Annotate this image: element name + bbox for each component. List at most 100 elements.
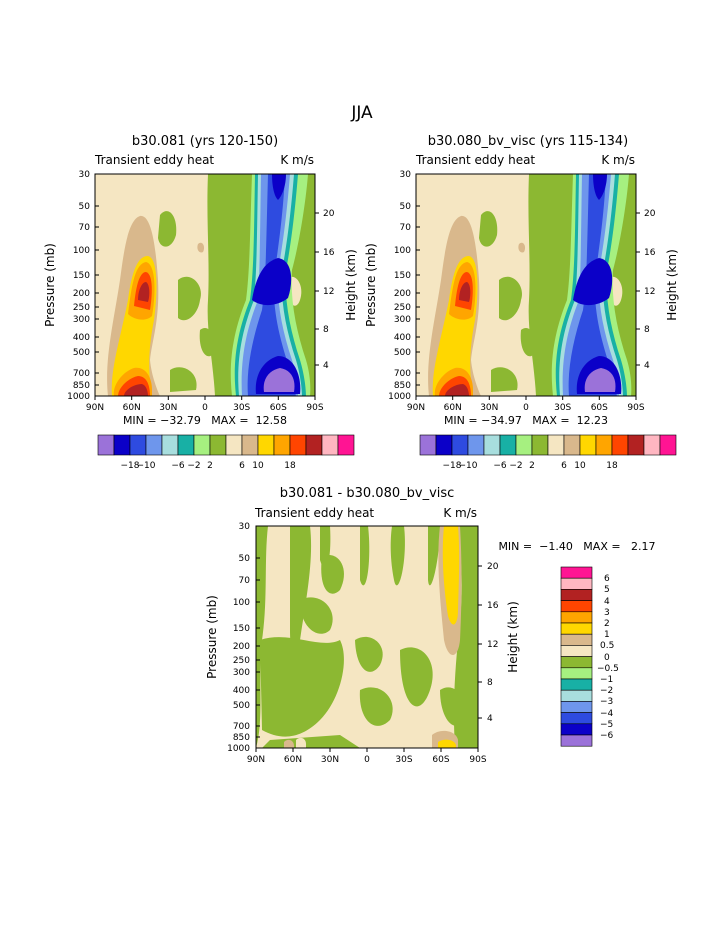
x-tick-label: 60S (270, 403, 287, 413)
colorbar-tick-label: 6 (239, 461, 245, 471)
colorbar-tick-label: 4 (604, 597, 610, 607)
colorbar-swatch (435, 434, 453, 456)
y-tick-label: 500 (394, 348, 411, 358)
colorbar-tick-label: −2 (187, 461, 200, 471)
y-tick-label: 250 (233, 656, 250, 666)
y-tick-label: 200 (73, 289, 90, 299)
y-tick-label: 250 (73, 303, 90, 313)
y-axis-label: Pressure (mb) (205, 595, 219, 679)
y2-tick-label: 4 (644, 361, 650, 371)
y-tick-label: 700 (73, 369, 90, 379)
x-tick-label: 0 (523, 403, 529, 413)
y2-tick-label: 16 (487, 601, 499, 611)
colorbar-tick-label: 3 (604, 608, 610, 618)
y2-tick-label: 20 (487, 562, 499, 572)
panel-1-sh-cold (230, 174, 311, 396)
colorbar-swatch (547, 434, 565, 456)
colorbar-swatch (560, 577, 593, 590)
y2-tick-label: 8 (644, 325, 650, 335)
colorbar-tick-label: −4 (600, 709, 614, 719)
panel-2: b30.080_bv_visc (yrs 115-134) Transient … (364, 134, 679, 471)
colorbar-tick-label: 10 (252, 461, 264, 471)
colorbar-swatch (193, 434, 211, 456)
y-tick-label: 300 (73, 315, 90, 325)
panel-1-plot: 90N 60N 30N 0 30S 60S 90S 30 50 70 100 1… (43, 170, 358, 427)
colorbar-swatch (225, 434, 243, 456)
y-axis-label: Pressure (mb) (43, 243, 57, 327)
colorbar-swatch (595, 434, 613, 456)
y-tick-label: 400 (394, 333, 411, 343)
y2-tick-label: 8 (323, 325, 329, 335)
y-tick-label: 50 (79, 202, 91, 212)
colorbar-swatch (257, 434, 275, 456)
y-tick-label: 150 (73, 271, 90, 281)
y2-tick-label: 8 (487, 678, 493, 688)
panel-1-subtitle-left: Transient eddy heat (94, 153, 214, 167)
colorbar-tick-label: 0 (604, 653, 610, 663)
colorbar-swatch (483, 434, 501, 456)
colorbar-swatch (145, 434, 163, 456)
colorbar-swatch (560, 678, 593, 691)
y-tick-label: 200 (394, 289, 411, 299)
colorbar-swatch (560, 712, 593, 725)
colorbar-tick-label: −1 (600, 675, 613, 685)
colorbar-swatch (419, 434, 437, 456)
y-tick-label: 700 (233, 722, 250, 732)
y-tick-label: 300 (394, 315, 411, 325)
y2-axis-label: Height (km) (344, 249, 358, 320)
panel-3-subtitle-right: K m/s (443, 506, 477, 520)
y-tick-label: 1000 (67, 392, 90, 402)
panel-2-nh-warm (428, 215, 481, 396)
y-tick-label: 500 (233, 701, 250, 711)
x-tick-label: 60N (123, 403, 141, 413)
panel-1-axes (94, 173, 319, 400)
colorbar-tick-label: −0.5 (597, 664, 619, 674)
colorbar-swatch (579, 434, 597, 456)
panel-1-title: b30.081 (yrs 120-150) (132, 134, 278, 149)
panel-2-plot: 90N 60N 30N 0 30S 60S 90S 30 50 70 100 1… (364, 170, 679, 427)
x-tick-label: 90S (627, 403, 644, 413)
colorbar-swatch (627, 434, 645, 456)
y-tick-label: 30 (400, 170, 412, 180)
y-tick-label: 400 (73, 333, 90, 343)
colorbar-tick-label: 2 (529, 461, 535, 471)
panel-3-title: b30.081 - b30.080_bv_visc (280, 486, 455, 501)
colorbar-tick-label: −18 (121, 461, 140, 471)
colorbar-tick-label: −6 (600, 731, 614, 741)
y2-tick-label: 12 (644, 287, 655, 297)
y2-tick-label: 4 (323, 361, 329, 371)
panel-3-plot: 90N 60N 30N 0 30S 60S 90S 30 50 70 100 1… (205, 522, 656, 765)
colorbar-swatch (161, 434, 179, 456)
x-tick-label: 60S (432, 755, 449, 765)
colorbar-tick-label: 0.5 (600, 641, 614, 651)
y-tick-label: 1000 (388, 392, 411, 402)
x-tick-label: 60N (284, 755, 302, 765)
panel-1: b30.081 (yrs 120-150) Transient eddy hea… (43, 134, 358, 471)
x-tick-label: 60S (591, 403, 608, 413)
y-tick-label: 70 (400, 223, 412, 233)
colorbar-tick-label: 5 (604, 585, 610, 595)
colorbar-3 (560, 566, 593, 747)
y-tick-label: 30 (239, 522, 251, 532)
y-tick-label: 850 (73, 381, 90, 391)
colorbar-swatch (560, 656, 593, 669)
panel-3-axes (255, 525, 482, 752)
colorbar-swatch (241, 434, 259, 456)
panel-2-subtitle-left: Transient eddy heat (415, 153, 535, 167)
x-tick-label: 60N (444, 403, 462, 413)
colorbar-swatch (531, 434, 549, 456)
colorbar-tick-label: −5 (600, 720, 613, 730)
colorbar-swatch (563, 434, 581, 456)
colorbar-swatch (177, 434, 195, 456)
colorbar-swatch (560, 667, 593, 680)
colorbar-tick-label: 10 (574, 461, 586, 471)
colorbar-swatch (273, 434, 291, 456)
colorbar-swatch (129, 434, 147, 456)
colorbar-swatch (659, 434, 677, 456)
colorbar-tick-label: −6 (493, 461, 507, 471)
page-title: JJA (350, 103, 373, 123)
colorbar-swatch (451, 434, 469, 456)
y-tick-label: 50 (400, 202, 412, 212)
y-tick-label: 100 (394, 246, 411, 256)
colorbar-tick-label: 18 (284, 461, 296, 471)
